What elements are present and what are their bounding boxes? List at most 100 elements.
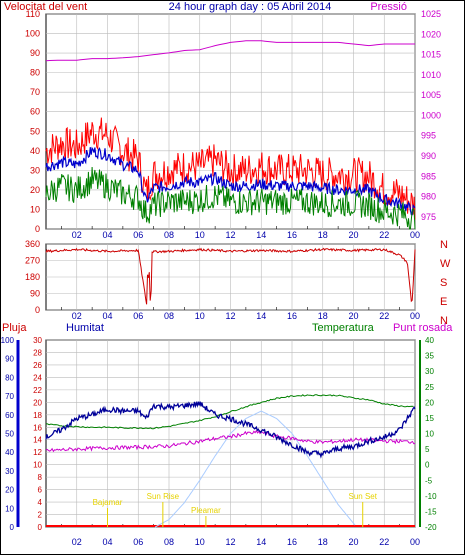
x-tick-label: 00 — [410, 537, 420, 547]
compass-label: W — [440, 258, 451, 270]
temperature-y-tick-label: 25 — [425, 383, 434, 392]
wind-y-tick-label: 110 — [26, 9, 40, 19]
wind-direction-line — [45, 247, 416, 305]
wind-y-tick-label: 30 — [30, 165, 40, 175]
rain-y-tick-label: 14 — [33, 436, 42, 445]
annotation-label: Sun Set — [348, 492, 377, 501]
sun-curve — [154, 410, 356, 528]
humidity-y-tick-label: 90 — [5, 355, 14, 364]
x-tick-label: 02 — [72, 311, 82, 321]
humidity-title: Humitat — [66, 322, 104, 334]
x-tick-label: 14 — [256, 537, 266, 547]
temperature-y-tick-label: -20 — [425, 523, 437, 532]
humidity-y-tick-label: 60 — [5, 411, 14, 420]
x-tick-label: 12 — [225, 230, 235, 240]
wind-y-tick-label: 90 — [30, 48, 40, 58]
pressure-y-tick-label: 1000 — [421, 110, 441, 120]
x-tick-label: 16 — [287, 230, 297, 240]
pressure-y-tick-label: 975 — [421, 212, 436, 222]
wind-speed-line — [45, 146, 416, 216]
dewpoint-line — [45, 429, 416, 453]
x-tick-label: 12 — [225, 537, 235, 547]
annotation-label: Sun Rise — [147, 492, 180, 501]
wind-y-tick-label: 60 — [30, 107, 40, 117]
humidity-y-tick-label: 50 — [5, 430, 14, 439]
direction-y-tick-label: 90 — [30, 289, 40, 299]
x-tick-label: 14 — [256, 230, 266, 240]
wind-average-line — [45, 166, 416, 230]
rain-y-tick-label: 16 — [33, 423, 42, 432]
x-tick-label: 22 — [379, 311, 389, 321]
x-tick-label: 00 — [410, 230, 420, 240]
rain-y-tick-label: 12 — [33, 448, 42, 457]
x-tick-label: 08 — [164, 230, 174, 240]
temperature-title: Temperatura — [312, 322, 375, 334]
humidity-y-tick-label: 80 — [5, 373, 14, 382]
x-tick-label: 10 — [195, 537, 205, 547]
x-tick-label: 02 — [72, 537, 82, 547]
humidity-y-tick-label: 70 — [5, 392, 14, 401]
x-tick-label: 16 — [287, 311, 297, 321]
humidity-y-tick-label: 100 — [1, 336, 15, 345]
rain-y-tick-label: 20 — [33, 398, 42, 407]
wind-y-tick-label: 0 — [35, 224, 40, 234]
pressure-y-tick-label: 995 — [421, 131, 436, 141]
x-tick-label: 18 — [318, 230, 328, 240]
humidity-y-tick-label: 40 — [5, 448, 14, 457]
compass-label: N — [440, 315, 448, 327]
rain-y-tick-label: 10 — [33, 461, 42, 470]
annotation-label: Bajamar — [93, 498, 123, 507]
x-tick-label: 22 — [379, 537, 389, 547]
temperature-y-tick-label: -5 — [425, 476, 433, 485]
x-tick-label: 00 — [410, 311, 420, 321]
rain-y-tick-label: 26 — [33, 361, 42, 370]
wind-y-tick-label: 40 — [30, 146, 40, 156]
pressure-y-tick-label: 1025 — [421, 9, 441, 19]
x-tick-label: 08 — [164, 311, 174, 321]
wind-y-tick-label: 100 — [25, 29, 40, 39]
rain-y-tick-label: 6 — [38, 486, 43, 495]
humidity-line — [45, 400, 416, 459]
humidity-y-tick-label: 10 — [5, 504, 14, 513]
x-tick-label: 18 — [318, 537, 328, 547]
wind-y-tick-label: 80 — [30, 68, 40, 78]
humidity-y-tick-label: 20 — [5, 486, 14, 495]
x-tick-label: 02 — [72, 230, 82, 240]
wind-y-tick-label: 50 — [30, 126, 40, 136]
wind-y-tick-label: 10 — [30, 204, 40, 214]
x-tick-label: 16 — [287, 537, 297, 547]
wind-y-tick-label: 20 — [30, 185, 40, 195]
temperature-y-tick-label: -15 — [425, 507, 437, 516]
x-tick-label: 10 — [195, 230, 205, 240]
temperature-y-tick-label: 5 — [425, 445, 430, 454]
pressure-y-tick-label: 1010 — [421, 70, 441, 80]
rain-y-tick-label: 28 — [33, 348, 42, 357]
wind-y-tick-label: 70 — [30, 87, 40, 97]
temperature-y-tick-label: 20 — [425, 398, 434, 407]
pressure-y-tick-label: 980 — [421, 192, 436, 202]
x-tick-label: 08 — [164, 537, 174, 547]
pressure-axis-title: Pressió — [370, 1, 407, 13]
humidity-y-tick-label: 0 — [10, 523, 15, 532]
rain-y-tick-label: 0 — [38, 523, 43, 532]
x-tick-label: 04 — [102, 230, 112, 240]
x-tick-label: 20 — [348, 537, 358, 547]
direction-y-tick-label: 270 — [25, 256, 40, 266]
pressure-y-tick-label: 1015 — [421, 50, 441, 60]
compass-label: N — [440, 239, 448, 251]
pressure-y-tick-label: 985 — [421, 171, 436, 181]
direction-y-tick-label: 0 — [35, 305, 40, 315]
direction-y-tick-label: 180 — [25, 272, 40, 282]
x-tick-label: 18 — [318, 311, 328, 321]
rain-y-tick-label: 18 — [33, 411, 42, 420]
x-tick-label: 04 — [102, 311, 112, 321]
temperature-y-tick-label: 35 — [425, 352, 434, 361]
direction-y-tick-label: 360 — [25, 239, 40, 249]
x-tick-label: 22 — [379, 230, 389, 240]
temperature-line — [45, 394, 414, 430]
wind-axis-title: Velocitat del vent — [4, 1, 87, 13]
pressure-y-tick-label: 1020 — [421, 29, 441, 39]
temperature-y-tick-label: -10 — [425, 492, 437, 501]
